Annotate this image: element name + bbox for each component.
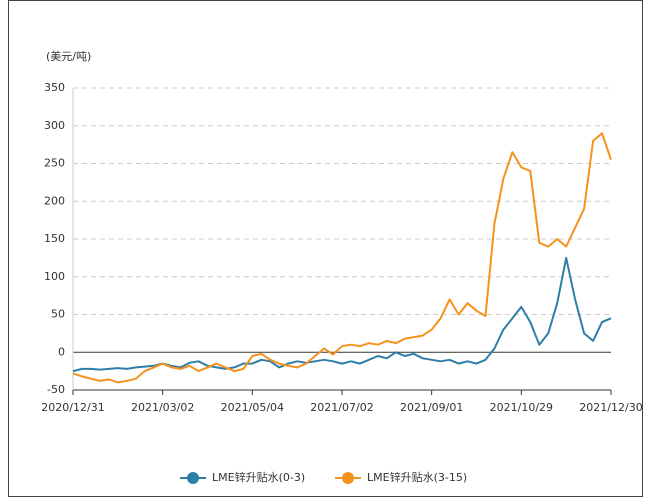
y-tick-label: 200 bbox=[44, 194, 65, 207]
x-tick-label: 2021/07/02 bbox=[310, 401, 373, 414]
legend-swatch-dot bbox=[342, 472, 354, 484]
x-tick-label: 2021/09/01 bbox=[400, 401, 463, 414]
series-line bbox=[72, 132, 612, 384]
legend-label: LME锌升贴水(0-3) bbox=[212, 470, 305, 484]
x-tick-label: 2021/10/29 bbox=[490, 401, 553, 414]
x-tick-label: 2020/12/31 bbox=[41, 401, 104, 414]
x-tick-label: 2021/12/30 bbox=[579, 401, 642, 414]
y-tick-label: 300 bbox=[44, 119, 65, 132]
y-tick-label: 100 bbox=[44, 270, 65, 283]
y-axis-label: (美元/吨) bbox=[46, 50, 91, 63]
y-tick-label: 350 bbox=[44, 81, 65, 94]
y-tick-label: 0 bbox=[58, 345, 65, 358]
series-line bbox=[72, 256, 612, 373]
legend-label: LME锌升贴水(3-15) bbox=[367, 470, 467, 484]
y-tick-label: 250 bbox=[44, 157, 65, 170]
legend-swatch-dot bbox=[187, 472, 199, 484]
y-tick-label: 50 bbox=[51, 308, 65, 321]
y-tick-label: -50 bbox=[47, 383, 65, 396]
y-tick-label: 150 bbox=[44, 232, 65, 245]
x-tick-label: 2021/03/02 bbox=[131, 401, 194, 414]
frame bbox=[8, 0, 643, 497]
x-tick-label: 2021/05/04 bbox=[221, 401, 284, 414]
